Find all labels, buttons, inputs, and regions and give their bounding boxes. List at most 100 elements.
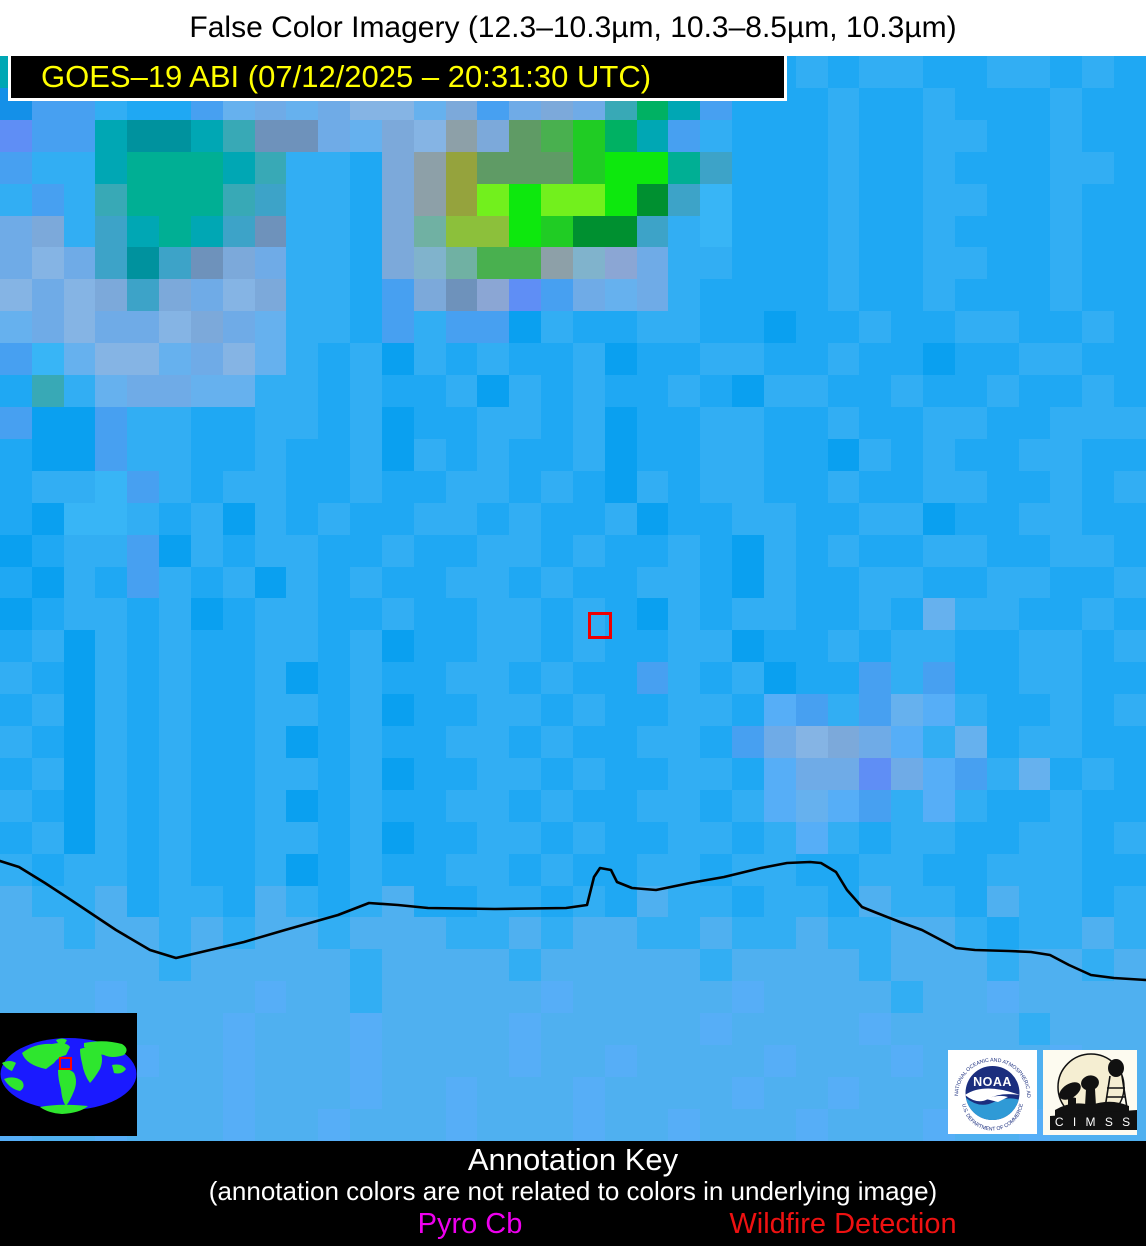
imagery-pixel [222,1108,255,1141]
imagery-pixel [1113,1013,1146,1046]
imagery-pixel [795,1013,828,1046]
imagery-pixel [859,151,892,184]
imagery-pixel [159,502,191,535]
imagery-pixel [1050,151,1083,184]
imagery-pixel [445,438,478,471]
imagery-pixel [891,662,924,695]
imagery-pixel [604,406,637,439]
imagery-pixel [541,885,573,918]
imagery-pixel [318,438,351,471]
imagery-pixel [986,757,1019,790]
header-bar: False Color Imagery (12.3–10.3µm, 10.3–8… [0,0,1146,56]
imagery-pixel [732,311,764,344]
imagery-pixel [190,1013,223,1046]
imagery-pixel [127,949,160,982]
imagery-pixel [159,694,191,727]
imagery-pixel [732,598,764,631]
imagery-pixel [1050,662,1083,695]
imagery-pixel [381,630,414,663]
imagery-pixel [1113,502,1146,535]
imagery-pixel [127,470,160,503]
imagery-pixel [318,885,351,918]
imagery-pixel [350,662,382,695]
imagery-pixel [350,566,382,599]
imagery-pixel [222,470,255,503]
imagery-pixel [763,534,796,567]
imagery-pixel [923,662,955,695]
imagery-pixel [445,1013,478,1046]
imagery-pixel [1113,247,1146,280]
imagery-pixel [286,438,319,471]
imagery-pixel [127,311,160,344]
imagery-pixel [700,119,733,152]
imagery-pixel [0,470,32,503]
imagery-pixel [923,1013,955,1046]
imagery-pixel [636,247,669,280]
imagery-pixel [159,566,191,599]
imagery-pixel [827,981,860,1014]
imagery-pixel [31,311,64,344]
imagery-pixel [127,119,160,152]
imagery-pixel [286,183,319,216]
imagery-pixel [668,821,701,854]
imagery-pixel [159,630,191,663]
imagery-pixel [827,662,860,695]
imagery-pixel [572,438,605,471]
imagery-pixel [700,406,733,439]
imagery-pixel [509,789,542,822]
imagery-pixel [1050,470,1083,503]
imagery-pixel [668,119,701,152]
imagery-pixel [95,502,128,535]
imagery-pixel [572,1108,605,1141]
imagery-pixel [795,151,828,184]
imagery-pixel [986,183,1019,216]
imagery-pixel [1018,853,1051,886]
imagery-pixel [986,694,1019,727]
imagery-pixel [923,279,955,312]
imagery-pixel [954,375,987,407]
imagery-pixel [541,119,573,152]
imagery-pixel [572,917,605,950]
imagery-pixel [190,215,223,248]
imagery-pixel [795,853,828,886]
imagery-pixel [509,1013,542,1046]
imagery-pixel [381,885,414,918]
imagery-pixel [509,853,542,886]
imagery-pixel [318,757,351,790]
imagery-pixel [63,247,96,280]
imagery-pixel [509,726,542,758]
imagery-pixel [222,1077,255,1109]
imagery-pixel [700,566,733,599]
imagery-pixel [572,151,605,184]
imagery-pixel [636,630,669,663]
imagery-pixel [222,981,255,1014]
imagery-pixel [445,726,478,758]
imagery-pixel [350,789,382,822]
imagery-pixel [763,1013,796,1046]
imagery-pixel [827,630,860,663]
imagery-pixel [190,502,223,535]
imagery-pixel [413,215,446,248]
imagery-pixel [318,598,351,631]
imagery-pixel [190,343,223,376]
imagery-pixel [509,630,542,663]
imagery-pixel [986,662,1019,695]
imagery-pixel [286,981,319,1014]
imagery-pixel [63,885,96,918]
imagery-pixel [413,247,446,280]
imagery-pixel [222,502,255,535]
imagery-pixel [604,981,637,1014]
imagery-pixel [1018,694,1051,727]
imagery-pixel [127,662,160,695]
imagery-pixel [350,311,382,344]
imagery-pixel [986,311,1019,344]
imagery-pixel [0,853,32,886]
imagery-pixel [986,215,1019,248]
imagery-pixel [159,247,191,280]
imagery-pixel [477,311,510,344]
imagery-pixel [1113,853,1146,886]
imagery-pixel [350,981,382,1014]
imagery-pixel [31,789,64,822]
imagery-pixel [477,183,510,216]
imagery-pixel [0,949,32,982]
